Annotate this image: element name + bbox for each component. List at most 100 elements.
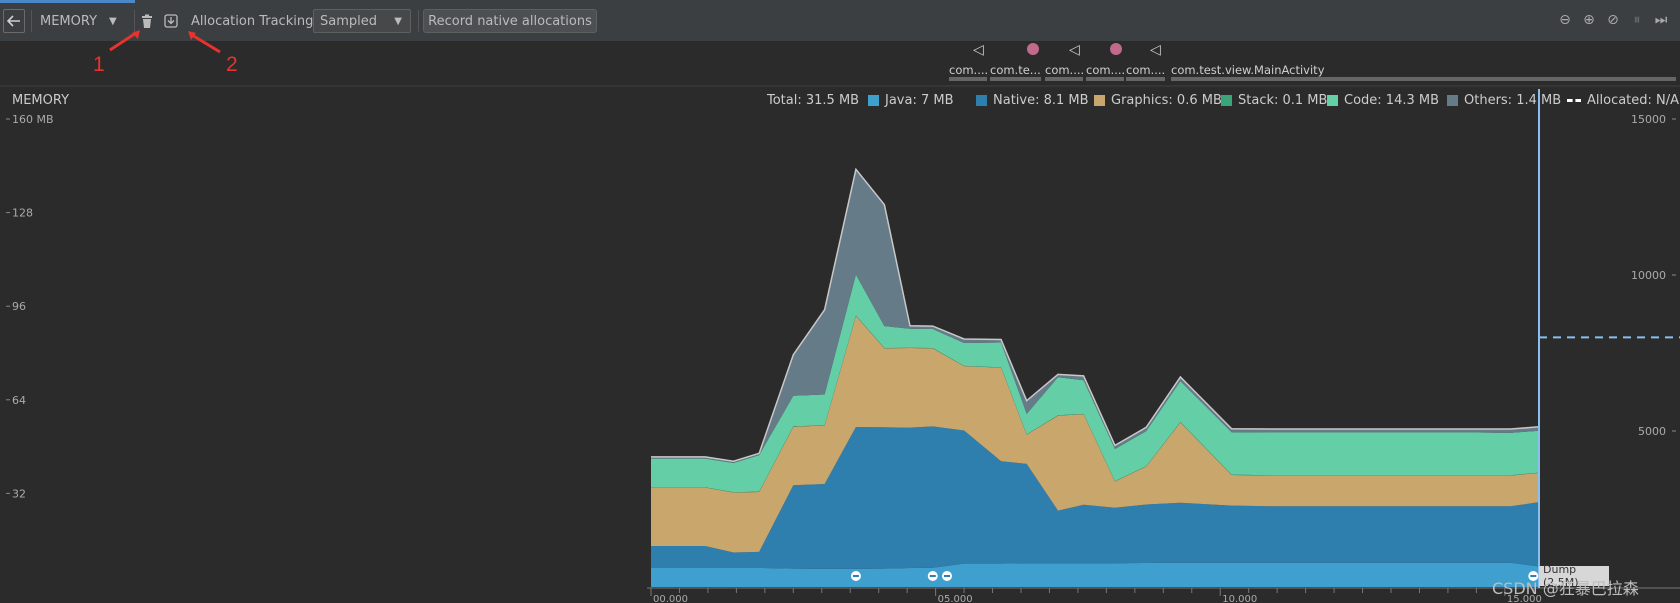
legend-label: Graphics: 0.6 MB xyxy=(1111,93,1222,108)
profiler-toolbar: MEMORY ▼ Allocation Tracking Sampled ▼ R… xyxy=(0,0,1680,42)
total-outline xyxy=(651,167,1540,462)
area-native xyxy=(651,426,1539,569)
y2-tick-label: 15000 xyxy=(1631,113,1666,126)
legend-label: Native: 8.1 MB xyxy=(993,93,1089,108)
event-track: ◁ ◁ ◁ com.... com.te... com.... com.... … xyxy=(0,42,1680,86)
activity-label[interactable]: com.test.view.MainActivity xyxy=(1171,63,1325,77)
area-code xyxy=(651,274,1539,493)
legend-swatch xyxy=(976,95,987,106)
area-others xyxy=(651,169,1539,463)
profiler-select[interactable]: MEMORY ▼ xyxy=(40,9,126,33)
gc-event-icon xyxy=(927,571,938,581)
pause-icon[interactable]: ⏸ xyxy=(1633,12,1641,28)
allocation-tracking-label: Allocation Tracking xyxy=(191,13,314,29)
legend-graphics: Graphics: 0.6 MB xyxy=(1094,93,1222,108)
annotation-number-1: 1 xyxy=(93,53,105,76)
legend-label: Stack: 0.1 MB xyxy=(1238,93,1328,108)
legend-swatch xyxy=(1567,99,1581,102)
chart-title: MEMORY xyxy=(12,93,70,108)
chevron-down-icon: ▼ xyxy=(109,15,117,27)
legend-label: Code: 14.3 MB xyxy=(1344,93,1440,108)
gc-event-icon-mark xyxy=(852,575,859,577)
legend-swatch xyxy=(1327,95,1338,106)
touch-event-icon[interactable] xyxy=(1110,43,1122,55)
zoom-in-icon[interactable]: ⊕ xyxy=(1583,12,1595,28)
y-tick-label: 32 xyxy=(12,487,26,500)
gc-event-icon-mark xyxy=(929,575,936,577)
back-navigation-event-icon[interactable]: ◁ xyxy=(1150,42,1161,58)
activity-bar xyxy=(1171,77,1676,81)
y2-tick-label: 5000 xyxy=(1638,425,1666,438)
record-native-allocations-button[interactable]: Record native allocations xyxy=(423,9,597,33)
reset-zoom-icon[interactable]: ⊘ xyxy=(1607,12,1619,28)
legend-native: Native: 8.1 MB xyxy=(976,93,1089,108)
activity-bar xyxy=(1126,77,1165,81)
annotation-arrows xyxy=(109,30,221,54)
legend-label: Allocated: N/A xyxy=(1587,93,1680,108)
annotation-number-2: 2 xyxy=(226,53,238,76)
legend-swatch xyxy=(1221,95,1232,106)
activity-label[interactable]: com.... xyxy=(1045,63,1083,77)
chevron-down-icon: ▼ xyxy=(394,15,402,27)
dump-heap-button[interactable] xyxy=(162,9,180,33)
x-tick-label: 00.000 xyxy=(653,594,688,603)
back-navigation-event-icon[interactable]: ◁ xyxy=(973,42,984,58)
back-arrow-icon xyxy=(7,15,20,27)
trash-icon xyxy=(142,14,152,28)
toolbar-separator xyxy=(134,10,135,32)
area-java xyxy=(651,562,1539,587)
legend-swatch xyxy=(1094,95,1105,106)
zoom-out-icon[interactable]: ⊖ xyxy=(1559,12,1571,28)
x-tick-label: 15.000 xyxy=(1507,594,1542,603)
legend-java: Java: 7 MB xyxy=(868,93,954,108)
y-tick-label: 128 xyxy=(12,207,33,220)
activity-label[interactable]: com.... xyxy=(1126,63,1166,77)
download-icon xyxy=(164,14,178,28)
activity-label[interactable]: com.... xyxy=(949,63,987,77)
activity-bar xyxy=(1086,77,1124,81)
legend-label: Java: 7 MB xyxy=(885,93,954,108)
legend-swatch xyxy=(1447,95,1458,106)
force-gc-button[interactable] xyxy=(138,9,156,33)
gc-event-icon xyxy=(942,571,952,581)
watermark: CSDN @狂暴巴拉森 xyxy=(1492,579,1639,598)
y2-tick-label: 10000 xyxy=(1631,269,1666,282)
back-navigation-event-icon[interactable]: ◁ xyxy=(1069,42,1080,58)
heap-dump-tooltip: Dump (2.5M) xyxy=(1539,563,1609,589)
activity-label[interactable]: com.te... xyxy=(990,63,1041,77)
x-axis: 00.000 05.000 10.000 15.000 xyxy=(647,587,1680,603)
chart-overlays xyxy=(850,89,1680,588)
legend-swatch xyxy=(868,95,879,106)
tab-accent xyxy=(0,0,135,3)
area-graphics xyxy=(651,315,1539,553)
back-button[interactable] xyxy=(3,9,25,33)
toolbar-separator xyxy=(418,10,419,32)
zoom-controls: ⊖ ⊕ ⊘ ⏸ ⏭ xyxy=(1556,11,1670,29)
legend-label: Others: 1.4 MB xyxy=(1464,93,1562,108)
x-tick-label: 10.000 xyxy=(1222,594,1257,603)
activity-label[interactable]: com.... xyxy=(1086,63,1124,77)
toolbar-separator xyxy=(31,10,32,32)
y2-axis: 15000 10000 5000 xyxy=(1631,113,1676,438)
allocation-sampling-select[interactable]: Sampled ▼ xyxy=(313,9,411,33)
legend-others: Others: 1.4 MB xyxy=(1447,93,1561,108)
legend-total: Total: 31.5 MB xyxy=(767,93,860,108)
touch-event-icon[interactable] xyxy=(1027,43,1039,55)
profiler-select-value: MEMORY xyxy=(40,13,98,29)
activity-bar xyxy=(949,77,987,81)
chart-areas xyxy=(651,167,1540,587)
y-axis: 160 MB 128 96 64 32 xyxy=(6,113,54,500)
legend-code: Code: 14.3 MB xyxy=(1327,93,1439,108)
activity-bar xyxy=(990,77,1041,81)
activity-bar xyxy=(1045,77,1083,81)
go-live-icon[interactable]: ⏭ xyxy=(1654,12,1668,28)
y-tick-label: 96 xyxy=(12,300,26,313)
gc-event-icon xyxy=(1528,571,1539,581)
legend-stack: Stack: 0.1 MB xyxy=(1221,93,1327,108)
sampling-select-value: Sampled xyxy=(320,13,377,29)
gc-event-icon-mark xyxy=(1530,575,1537,577)
gc-event-icon-mark xyxy=(944,575,950,577)
gc-event-icon xyxy=(850,571,861,581)
y-tick-label: 160 MB xyxy=(12,113,54,126)
